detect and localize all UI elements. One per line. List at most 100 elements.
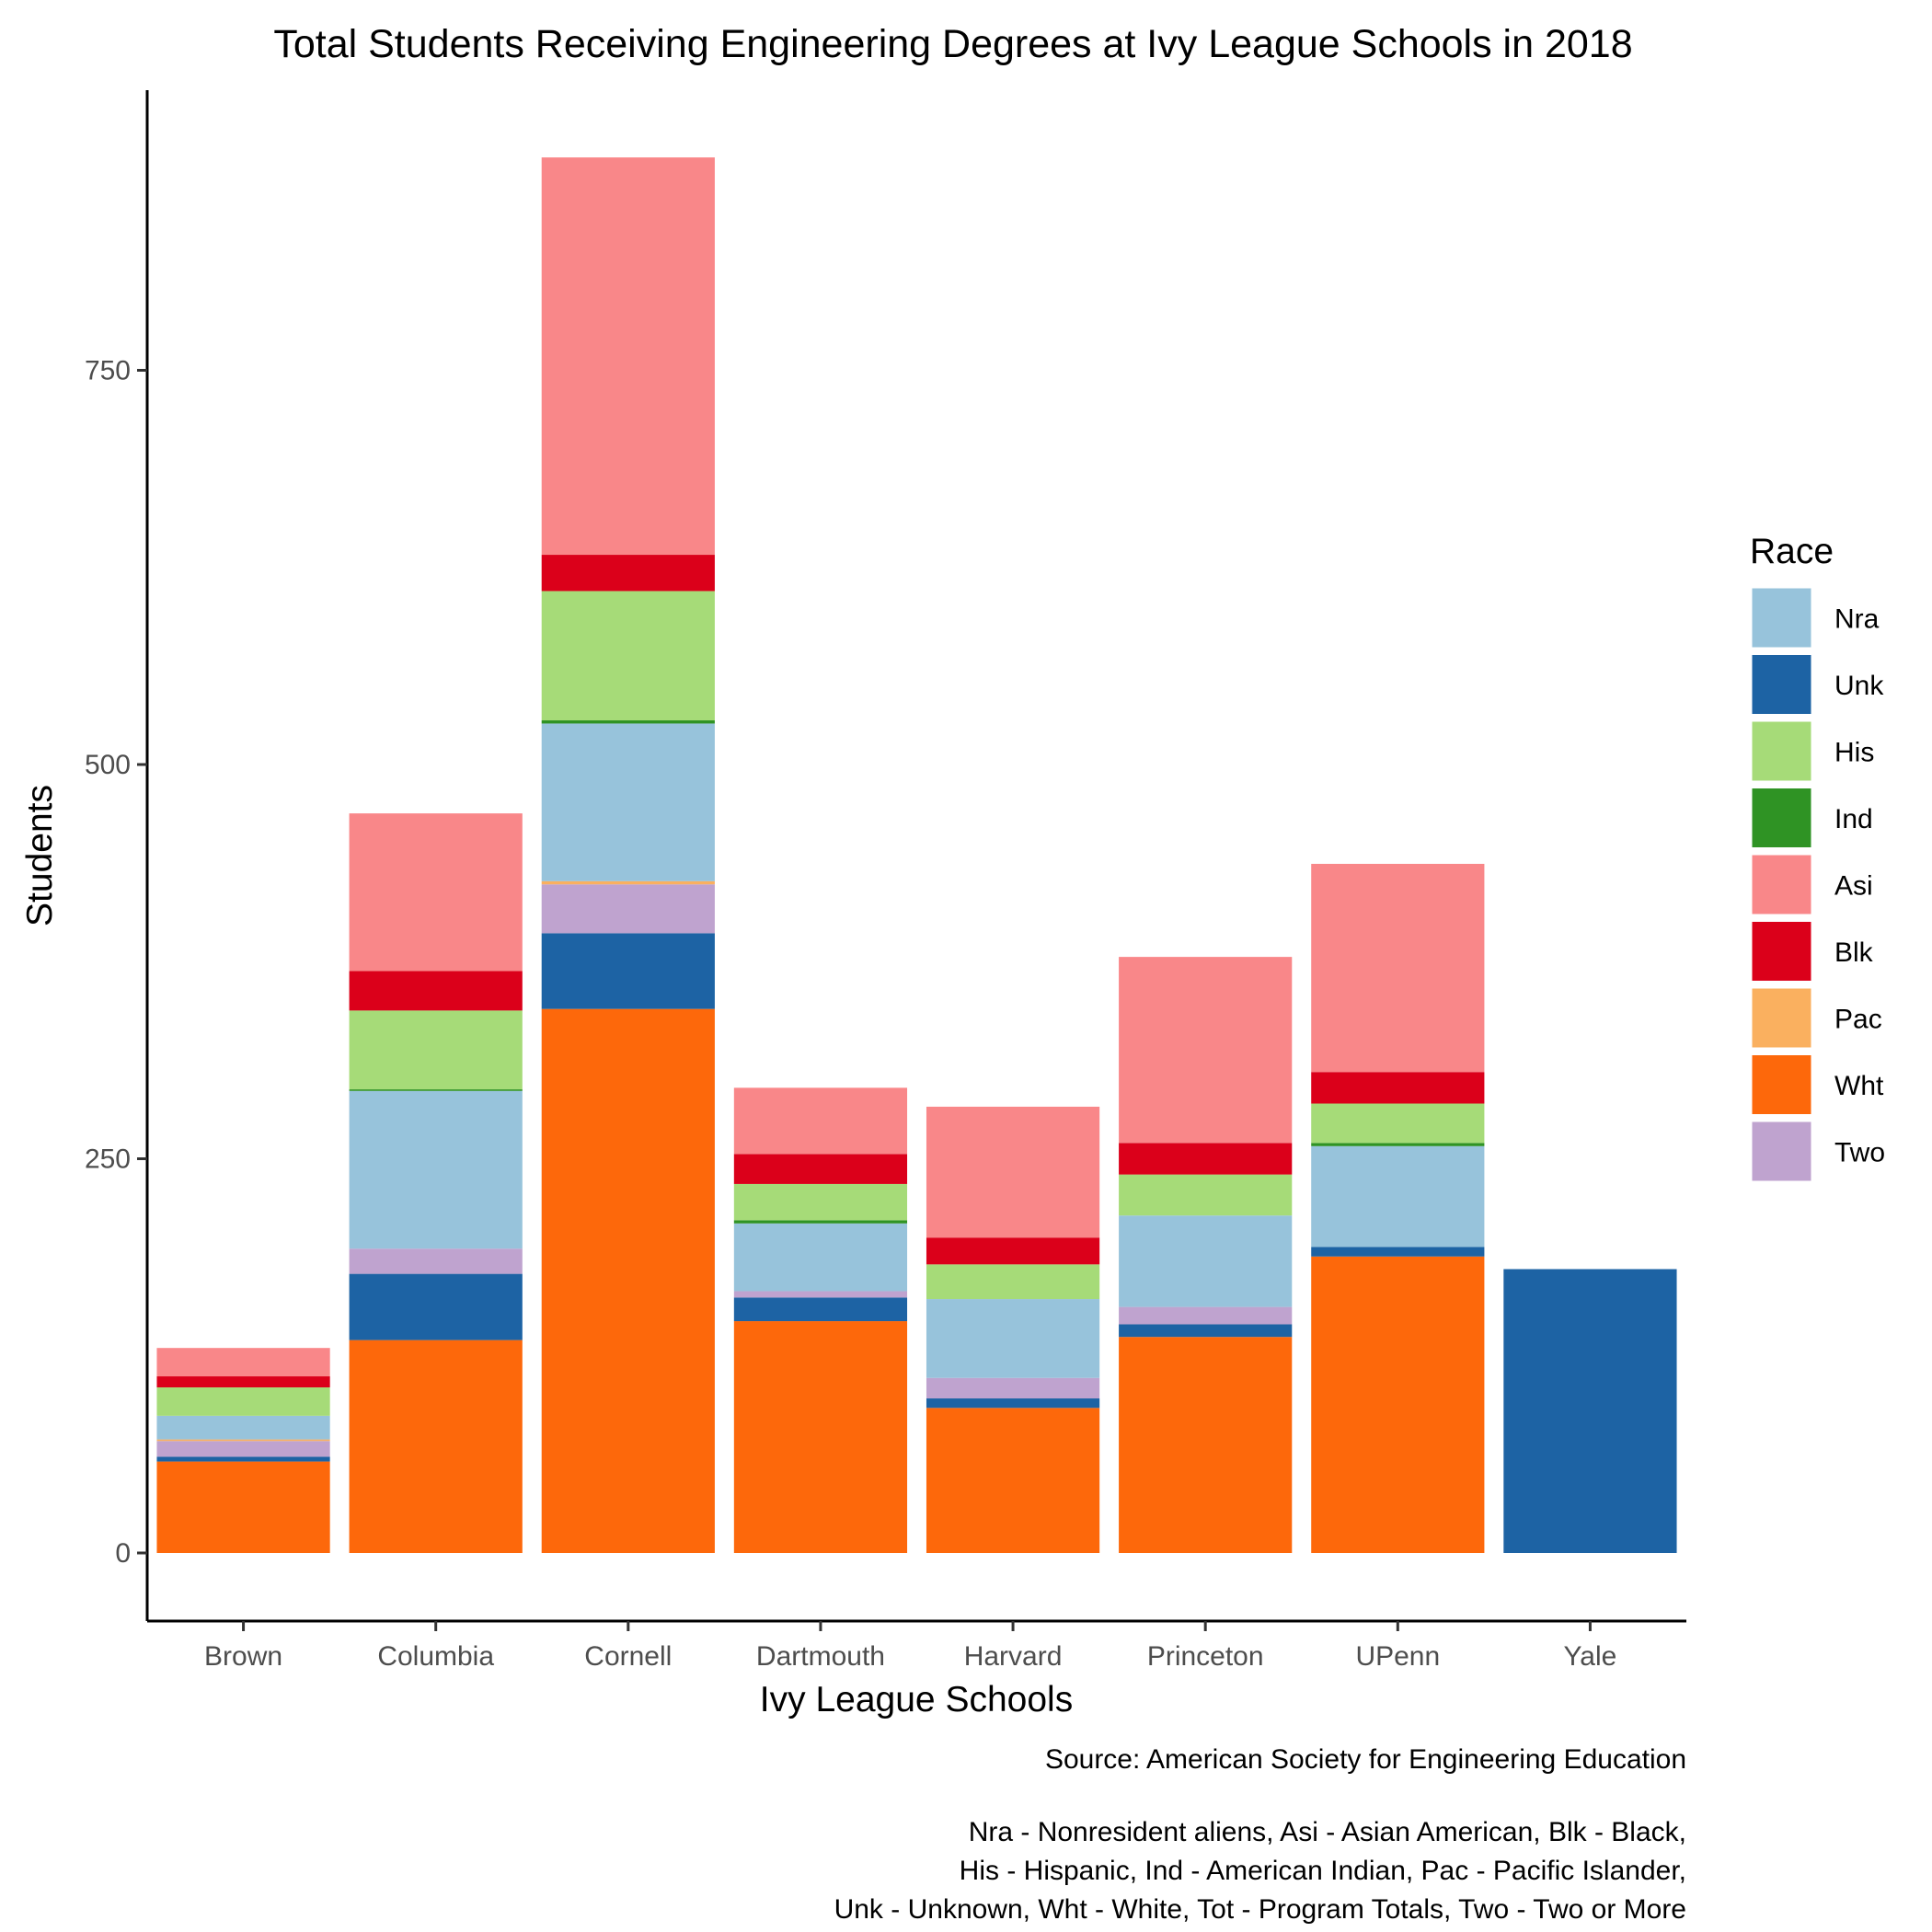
bar-brown-pac	[156, 1439, 330, 1442]
bar-brown-two	[156, 1441, 330, 1457]
bar-columbia-nra	[349, 1090, 523, 1249]
bar-columbia-unk	[349, 1273, 523, 1340]
bar-harvard-nra	[926, 1299, 1100, 1378]
legend-label-his: His	[1834, 738, 1874, 768]
bar-harvard-blk	[926, 1237, 1100, 1265]
bar-brown-unk	[156, 1456, 330, 1462]
x-tick-label-harvard: Harvard	[964, 1641, 1063, 1672]
bar-princeton-two	[1119, 1306, 1293, 1325]
bar-princeton-asi	[1119, 957, 1293, 1144]
x-axis-title: Ivy League Schools	[760, 1680, 1073, 1719]
y-tick-label: 750	[85, 356, 131, 386]
bar-brown-his	[156, 1387, 330, 1416]
x-tick-label-columbia: Columbia	[377, 1641, 494, 1672]
legend-key-asi	[1749, 852, 1814, 917]
bar-cornell-wht	[541, 1008, 715, 1553]
bar-dartmouth-blk	[733, 1154, 908, 1184]
x-tick-label-princeton: Princeton	[1147, 1641, 1264, 1672]
y-tick-label: 500	[85, 750, 131, 780]
legend-key-nra	[1749, 585, 1814, 650]
bar-columbia-wht	[349, 1340, 523, 1553]
bar-upenn-wht	[1311, 1256, 1485, 1553]
x-ticks-group: Brown Columbia Cornell Dartmouth Harvard Prin…	[204, 1621, 1616, 1672]
bar-upenn-blk	[1311, 1072, 1485, 1104]
bar-yale-unk	[1503, 1269, 1677, 1553]
bar-cornell-nra	[541, 723, 715, 881]
bar-dartmouth-two	[733, 1291, 908, 1298]
legend-title: Race	[1750, 532, 1834, 571]
bar-cornell-asi	[541, 157, 715, 556]
legend-label-ind: Ind	[1834, 804, 1873, 834]
y-axis-title: Students	[20, 785, 60, 926]
bar-cornell-unk	[541, 933, 715, 1009]
caption-line-1: Source: American Society for Engineering…	[1045, 1744, 1686, 1775]
bar-dartmouth-wht	[733, 1321, 908, 1553]
bar-dartmouth-asi	[733, 1087, 908, 1155]
bar-princeton-unk	[1119, 1324, 1293, 1338]
bar-harvard-two	[926, 1377, 1100, 1399]
legend-key-his	[1749, 719, 1814, 784]
x-tick-label-dartmouth: Dartmouth	[756, 1641, 885, 1672]
x-tick-label-upenn: UPenn	[1355, 1641, 1440, 1672]
bar-dartmouth-nra	[733, 1223, 908, 1292]
bar-cornell-two	[541, 884, 715, 934]
bar-upenn-his	[1311, 1103, 1485, 1144]
bar-columbia-asi	[349, 813, 523, 972]
bar-cornell-ind	[541, 720, 715, 724]
bar-harvard-his	[926, 1264, 1100, 1300]
bar-upenn-nra	[1311, 1145, 1485, 1248]
chart-title: Total Students Receiving Engineering Deg…	[273, 22, 1632, 66]
legend-label-pac: Pac	[1834, 1005, 1882, 1035]
bar-cornell-his	[541, 591, 715, 721]
legend-key-wht	[1749, 1052, 1814, 1117]
bar-columbia-his	[349, 1010, 523, 1090]
bar-harvard-unk	[926, 1398, 1100, 1409]
legend-label-wht: Wht	[1834, 1071, 1884, 1101]
legend-key-blk	[1749, 919, 1814, 983]
bar-upenn-unk	[1311, 1247, 1485, 1257]
legend-key-ind	[1749, 786, 1814, 850]
bar-brown-nra	[156, 1415, 330, 1440]
bar-harvard-asi	[926, 1106, 1100, 1238]
legend-label-unk: Unk	[1834, 671, 1884, 701]
caption-line-4: His - Hispanic, Ind - American Indian, P…	[960, 1856, 1686, 1886]
legend-label-nra: Nra	[1834, 604, 1880, 635]
bar-cornell-blk	[541, 555, 715, 592]
bar-dartmouth-unk	[733, 1297, 908, 1322]
bar-princeton-nra	[1119, 1215, 1293, 1307]
x-tick-label-cornell: Cornell	[584, 1641, 672, 1672]
caption-line-3: Nra - Nonresident aliens, Asi - Asian Am…	[969, 1817, 1686, 1847]
y-tick-label: 0	[115, 1538, 131, 1569]
bar-columbia-two	[349, 1248, 523, 1274]
x-tick-label-brown: Brown	[204, 1641, 282, 1672]
bar-princeton-his	[1119, 1174, 1293, 1216]
bar-harvard-wht	[926, 1408, 1100, 1553]
legend-label-asi: Asi	[1834, 871, 1873, 902]
legend-label-two: Two	[1834, 1138, 1885, 1168]
legend: Race Nra Unk His Ind Asi Blk Pac Wht Two	[1749, 532, 1885, 1184]
bar-dartmouth-ind	[733, 1220, 908, 1224]
bar-brown-wht	[156, 1461, 330, 1553]
bar-brown-asi	[156, 1348, 330, 1377]
bar-princeton-blk	[1119, 1143, 1293, 1175]
legend-key-two	[1749, 1119, 1814, 1184]
bar-upenn-ind	[1311, 1143, 1485, 1146]
bar-brown-blk	[156, 1376, 330, 1388]
bar-dartmouth-his	[733, 1183, 908, 1221]
bar-cornell-pac	[541, 880, 715, 885]
legend-label-blk: Blk	[1834, 937, 1874, 968]
legend-key-unk	[1749, 652, 1814, 717]
x-tick-label-yale: Yale	[1564, 1641, 1617, 1672]
bars-group	[156, 157, 1677, 1553]
y-tick-label: 250	[85, 1144, 131, 1175]
bar-princeton-wht	[1119, 1337, 1293, 1553]
legend-key-pac	[1749, 985, 1814, 1051]
bar-upenn-asi	[1311, 863, 1485, 1073]
bar-columbia-ind	[349, 1089, 523, 1091]
y-ticks-group: 0 250 500 750	[85, 356, 147, 1569]
caption-line-5: Unk - Unknown, Wht - White, Tot - Progra…	[834, 1894, 1686, 1925]
caption: Source: American Society for Engineering…	[834, 1744, 1686, 1925]
bar-columbia-blk	[349, 971, 523, 1011]
